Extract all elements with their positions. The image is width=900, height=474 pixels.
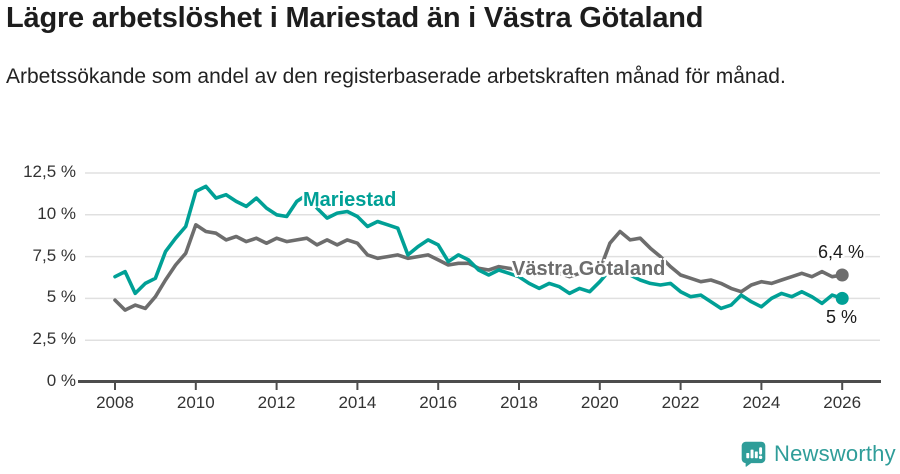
newsworthy-logo-text: Newsworthy xyxy=(774,440,896,466)
y-axis-tick-label: 7,5 % xyxy=(32,245,76,265)
x-axis-tick-label: 2008 xyxy=(96,393,134,412)
x-axis-tick-label: 2020 xyxy=(580,393,619,412)
x-axis-tick-label: 2010 xyxy=(176,393,215,412)
chart-subtitle: Arbetssökande som andel av den registerb… xyxy=(6,65,786,88)
x-axis-tick-label: 2022 xyxy=(661,393,700,412)
x-axis-tick-label: 2012 xyxy=(257,393,296,412)
y-axis-tick-label: 2,5 % xyxy=(32,329,76,349)
chart-title: Lägre arbetslöshet i Mariestad än i Väst… xyxy=(6,2,704,34)
newsworthy-bubble-chart-icon xyxy=(741,441,766,467)
y-axis-tick-label: 0 % xyxy=(46,371,76,390)
end-dot-vastra-gotaland xyxy=(835,268,849,282)
line-vastra-gotaland xyxy=(113,223,845,312)
x-axis-tick-label: 2016 xyxy=(419,393,458,412)
series-label-vastra-gotaland: Västra Götaland xyxy=(512,258,666,280)
x-axis-tick-label: 2026 xyxy=(823,393,862,412)
y-axis-tick-label: 5 % xyxy=(46,287,76,307)
line-mariestad xyxy=(113,184,845,311)
end-value-label-vastra-gotaland: 6,4 % xyxy=(818,242,865,262)
series-label-mariestad: Mariestad xyxy=(303,189,397,211)
x-axis-tick-label: 2014 xyxy=(338,393,377,412)
y-axis-tick-label: 10 % xyxy=(37,203,76,223)
y-axis-tick-label: 12,5 % xyxy=(23,162,76,181)
x-axis-tick-label: 2018 xyxy=(500,393,538,412)
newsworthy-logo[interactable]: Newsworthy xyxy=(740,440,896,467)
x-axis-tick-label: 2024 xyxy=(742,393,781,412)
end-value-label-mariestad: 5 % xyxy=(826,307,858,327)
end-dot-mariestad xyxy=(835,291,849,305)
